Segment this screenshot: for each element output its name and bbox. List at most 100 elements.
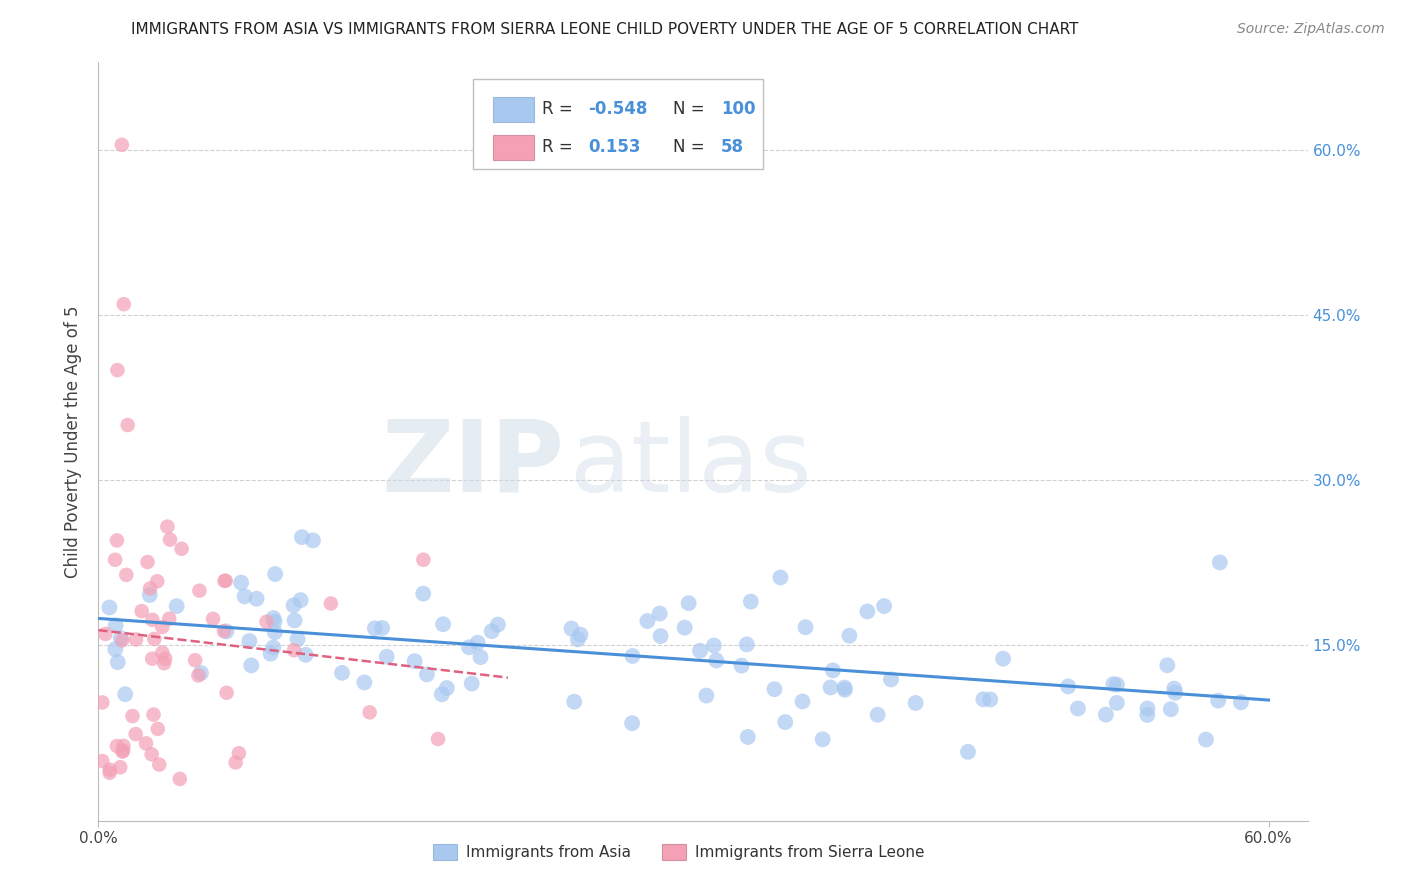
Point (131, 604, 153, 618)
Point (263, 625, 285, 640)
Point (107, 655, 129, 669)
Point (117, 418, 139, 433)
Point (125, 727, 148, 741)
Text: atlas: atlas (569, 416, 811, 513)
Point (956, 745, 979, 759)
Point (467, 636, 489, 650)
Point (156, 519, 179, 533)
Point (150, 620, 173, 634)
Point (111, 633, 134, 648)
Point (673, 621, 696, 635)
Point (259, 647, 281, 661)
Point (146, 574, 169, 589)
Text: R =: R = (543, 100, 578, 118)
Point (215, 686, 238, 700)
Text: IMMIGRANTS FROM ASIA VS IMMIGRANTS FROM SIERRA LEONE CHILD POVERTY UNDER THE AGE: IMMIGRANTS FROM ASIA VS IMMIGRANTS FROM … (131, 22, 1078, 37)
Point (233, 590, 256, 604)
Point (735, 637, 758, 651)
Point (1105, 678, 1128, 692)
Point (141, 651, 163, 665)
Point (202, 612, 225, 626)
Point (371, 621, 394, 635)
Point (319, 597, 342, 611)
Point (1136, 707, 1159, 722)
Point (1057, 680, 1080, 694)
Point (263, 615, 285, 629)
FancyBboxPatch shape (492, 97, 534, 122)
Point (256, 615, 278, 629)
Point (1206, 693, 1229, 707)
Point (112, 744, 135, 758)
Point (190, 665, 212, 680)
Point (262, 611, 284, 625)
Text: N =: N = (672, 137, 710, 156)
Point (215, 574, 238, 588)
Text: -0.548: -0.548 (588, 100, 648, 118)
Point (763, 682, 786, 697)
Point (481, 624, 503, 639)
Point (873, 599, 896, 613)
Point (972, 692, 994, 706)
Point (212, 624, 235, 639)
Point (740, 594, 762, 608)
Point (153, 656, 176, 670)
Point (291, 530, 314, 544)
Point (135, 736, 157, 750)
Point (287, 632, 309, 646)
Point (240, 658, 263, 673)
Point (703, 639, 725, 653)
Point (773, 715, 796, 730)
Point (104, 618, 127, 632)
Point (157, 612, 180, 626)
Point (121, 709, 143, 723)
Point (214, 574, 236, 588)
Point (170, 541, 193, 556)
Text: 0.153: 0.153 (588, 137, 641, 156)
Point (115, 567, 138, 582)
Point (104, 553, 127, 567)
Point (689, 644, 711, 658)
Point (166, 599, 188, 614)
Point (412, 553, 434, 567)
Point (1160, 702, 1182, 716)
Point (1163, 681, 1185, 696)
Point (245, 591, 267, 606)
Point (1230, 695, 1253, 709)
Point (636, 614, 658, 628)
Point (302, 533, 325, 548)
Point (794, 620, 817, 634)
Point (737, 730, 759, 744)
Point (1195, 732, 1218, 747)
FancyBboxPatch shape (492, 135, 534, 160)
Point (470, 650, 492, 665)
Point (284, 614, 307, 628)
Point (330, 665, 353, 680)
Point (91, 754, 114, 768)
Point (427, 731, 450, 746)
Point (142, 707, 165, 722)
Point (104, 642, 127, 657)
Point (460, 676, 482, 690)
Point (136, 555, 159, 569)
Point (153, 651, 176, 665)
Point (1105, 696, 1128, 710)
Point (294, 648, 316, 662)
Point (856, 604, 879, 618)
Point (648, 607, 671, 621)
Point (821, 664, 844, 678)
Point (114, 687, 136, 701)
Point (262, 640, 284, 655)
Point (107, 363, 129, 377)
Point (229, 575, 252, 590)
Point (412, 586, 434, 600)
Point (110, 631, 132, 645)
Point (188, 583, 211, 598)
Point (678, 596, 700, 610)
Point (621, 716, 644, 731)
Point (228, 746, 250, 760)
Point (184, 653, 207, 667)
Point (146, 722, 169, 736)
Point (730, 658, 752, 673)
Point (290, 593, 312, 607)
Point (838, 629, 860, 643)
